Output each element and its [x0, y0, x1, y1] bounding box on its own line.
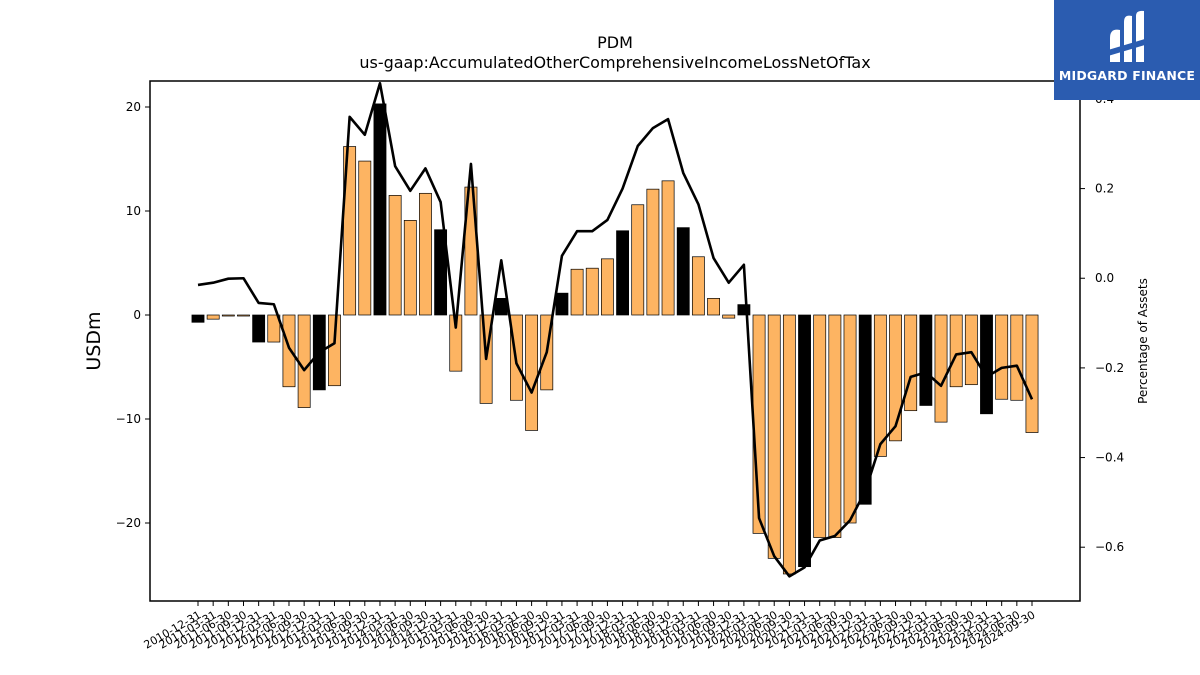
bar-2023-12-31	[980, 314, 993, 415]
bar-2011-03-31	[206, 314, 220, 320]
bar-2022-09-30	[904, 314, 918, 412]
y-tick-label-0: 0	[133, 308, 141, 322]
bar-2019-03-31	[691, 256, 705, 316]
bar-2012-06-30	[282, 314, 296, 388]
bar-2013-03-31	[328, 314, 341, 387]
bar-2024-09-30	[1025, 314, 1039, 433]
line-series-percentage-of-assets	[197, 81, 1034, 578]
bar-2023-03-31	[934, 314, 948, 423]
bar-2022-03-31	[873, 314, 887, 457]
y2-tick-label--0.6: −0.6	[1095, 540, 1124, 554]
bar-2012-03-31	[267, 314, 281, 343]
y2-tick-label-0: 0.0	[1095, 271, 1114, 285]
y-tick-label-20: 20	[126, 100, 141, 114]
bar-2024-06-30	[1010, 314, 1024, 401]
bar-2020-06-30	[767, 314, 781, 559]
bar-2017-09-30	[600, 258, 614, 316]
bar-2011-06-30	[221, 314, 235, 317]
bar-2013-12-31	[373, 103, 387, 316]
bar-2023-09-30	[964, 314, 978, 386]
bar-2010-12-31	[191, 314, 205, 323]
bar-2015-12-31	[494, 298, 508, 316]
y-tick-label--10: −10	[116, 412, 141, 426]
plot-area: −20−1001020−0.6−0.4−0.20.00.20.42010-12-…	[116, 81, 1124, 652]
bar-2019-06-30	[707, 298, 720, 316]
bar-2018-06-30	[646, 188, 660, 316]
bar-2014-09-30	[419, 192, 432, 316]
bar-2022-12-31	[919, 314, 933, 406]
logo-mark-icon	[1108, 10, 1148, 63]
bar-2012-09-30	[297, 314, 311, 408]
bar-2011-12-31	[252, 314, 266, 343]
bar-2020-09-30	[782, 314, 796, 575]
bar-2016-06-30	[525, 314, 539, 431]
y-tick-label-10: 10	[126, 204, 141, 218]
bar-2022-06-30	[889, 314, 902, 442]
bar-2014-03-31	[388, 195, 402, 316]
bar-2019-09-30	[722, 314, 736, 319]
y2-tick-label--0.4: −0.4	[1095, 451, 1124, 465]
bar-2021-06-30	[828, 314, 842, 538]
y2-tick-label--0.2: −0.2	[1095, 361, 1124, 375]
chart-subtitle: us-gaap:AccumulatedOtherComprehensiveInc…	[359, 53, 870, 72]
bar-2020-12-31	[798, 314, 811, 568]
bar-2013-09-30	[358, 160, 372, 316]
bar-2017-12-31	[616, 230, 630, 316]
y2-tick-label-0.2: 0.2	[1095, 182, 1114, 196]
bar-2016-12-31	[555, 292, 569, 316]
logo-text: MIDGARD FINANCE	[1058, 68, 1196, 83]
bar-2021-03-31	[813, 314, 827, 538]
bar-2018-12-31	[676, 227, 690, 316]
bar-2018-03-31	[631, 204, 645, 316]
bar-2024-03-31	[995, 314, 1009, 400]
bar-2017-03-31	[570, 268, 584, 316]
y2-axis-label: Percentage of Assets	[1136, 278, 1150, 404]
bar-2023-06-30	[949, 314, 963, 388]
bar-2021-12-31	[858, 314, 872, 505]
bar-2018-09-30	[661, 180, 675, 316]
bar-2021-09-30	[843, 314, 857, 524]
bar-2011-09-30	[237, 314, 250, 317]
y-tick-label--20: −20	[116, 516, 141, 530]
bar-2014-12-31	[434, 229, 448, 316]
bar-2014-06-30	[403, 220, 417, 316]
bar-2013-06-30	[343, 146, 357, 316]
y-axis-label: USDm	[83, 311, 105, 370]
bar-2017-06-30	[585, 267, 599, 316]
bar-2019-12-31	[737, 304, 751, 316]
chart-title: PDM	[597, 33, 633, 52]
brand-logo: MIDGARD FINANCE	[1054, 0, 1200, 100]
plot-frame	[149, 80, 1081, 602]
